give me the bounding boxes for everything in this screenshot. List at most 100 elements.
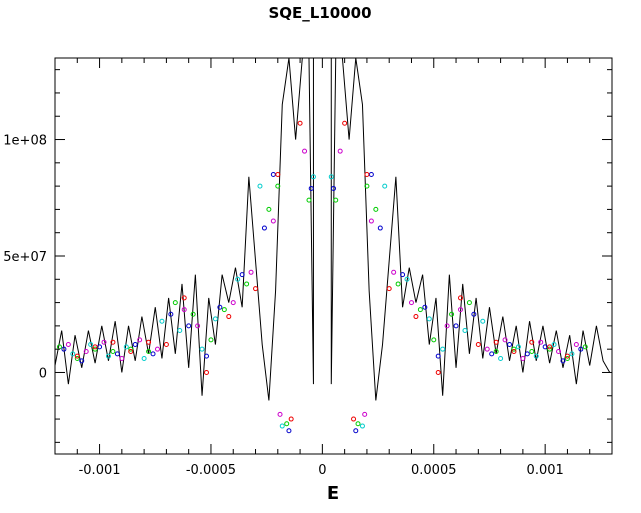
data-point xyxy=(181,295,187,301)
data-point xyxy=(511,346,517,352)
y-tick-label: 0 xyxy=(39,366,47,381)
data-point xyxy=(239,272,245,278)
data-point xyxy=(377,225,383,231)
data-point xyxy=(114,351,120,357)
data-point xyxy=(186,323,192,329)
data-point xyxy=(529,339,535,345)
data-point xyxy=(382,183,388,189)
data-point xyxy=(449,311,455,317)
data-point xyxy=(498,355,504,361)
x-tick-label: 0.001 xyxy=(527,463,564,478)
data-point xyxy=(261,225,267,231)
x-tick-label: -0.001 xyxy=(79,463,121,478)
data-point xyxy=(556,349,562,355)
data-point xyxy=(195,323,201,329)
plot-area xyxy=(55,58,611,434)
data-point xyxy=(408,300,414,306)
data-point xyxy=(422,304,428,310)
data-point xyxy=(74,355,80,361)
data-point xyxy=(310,174,316,180)
data-point xyxy=(502,337,508,343)
data-point xyxy=(484,346,490,352)
data-point xyxy=(177,328,183,334)
data-point xyxy=(226,314,232,320)
data-point xyxy=(489,351,495,357)
data-point xyxy=(417,307,423,313)
data-point xyxy=(328,174,334,180)
data-point xyxy=(284,421,290,427)
data-point xyxy=(181,307,187,313)
data-point xyxy=(279,423,285,429)
data-point xyxy=(578,346,584,352)
data-point xyxy=(444,323,450,329)
data-point xyxy=(83,349,89,355)
data-point xyxy=(110,339,116,345)
data-point xyxy=(351,416,357,422)
series-line xyxy=(55,58,611,401)
data-point xyxy=(342,120,348,126)
data-point xyxy=(337,148,343,154)
data-point xyxy=(391,269,397,275)
data-point xyxy=(159,318,165,324)
data-point xyxy=(564,355,570,361)
data-point xyxy=(119,355,125,361)
x-tick-label: -0.0005 xyxy=(186,463,236,478)
data-point xyxy=(146,339,152,345)
data-point xyxy=(204,353,209,359)
data-point xyxy=(137,337,143,343)
data-point xyxy=(297,120,303,126)
data-point xyxy=(74,353,80,359)
data-point xyxy=(547,344,553,350)
data-point xyxy=(302,148,308,154)
y-tick-label: 5e+07 xyxy=(3,250,47,265)
data-point xyxy=(458,307,463,313)
data-point xyxy=(101,339,107,345)
y-tick-label: 1e+08 xyxy=(3,134,47,149)
chart-title: SQE_L10000 xyxy=(268,4,371,22)
data-point xyxy=(564,353,570,359)
data-point xyxy=(65,342,71,348)
data-point xyxy=(248,269,254,275)
data-point xyxy=(132,342,138,348)
data-point xyxy=(355,421,361,427)
data-point xyxy=(520,355,526,361)
data-point xyxy=(221,307,227,313)
data-point xyxy=(511,349,517,355)
data-point xyxy=(373,206,379,212)
data-point xyxy=(288,416,294,422)
data-point xyxy=(266,206,272,212)
data-point xyxy=(154,346,160,352)
data-point xyxy=(244,281,250,287)
data-point xyxy=(462,328,468,334)
data-point xyxy=(235,276,241,282)
data-point xyxy=(368,171,374,177)
data-point xyxy=(331,185,336,191)
data-point xyxy=(362,411,368,417)
data-point xyxy=(277,411,283,417)
data-point xyxy=(560,358,566,364)
data-point xyxy=(471,311,477,317)
data-point xyxy=(435,369,441,375)
data-point xyxy=(466,300,472,306)
data-point xyxy=(400,272,406,278)
data-point xyxy=(286,428,292,434)
data-point xyxy=(257,183,263,189)
data-point xyxy=(426,316,432,322)
data-point xyxy=(172,300,178,306)
data-point xyxy=(493,349,499,355)
data-point xyxy=(92,346,98,352)
data-point xyxy=(308,185,314,191)
data-point xyxy=(435,353,441,359)
data-point xyxy=(199,346,205,352)
data-point xyxy=(359,423,365,429)
data-point xyxy=(453,323,459,329)
data-point xyxy=(507,342,513,348)
data-point xyxy=(440,346,446,352)
data-point xyxy=(88,342,94,348)
data-point xyxy=(368,218,374,224)
data-point xyxy=(353,428,359,434)
x-tick-label: 0.0005 xyxy=(411,463,457,478)
data-point xyxy=(524,351,530,357)
